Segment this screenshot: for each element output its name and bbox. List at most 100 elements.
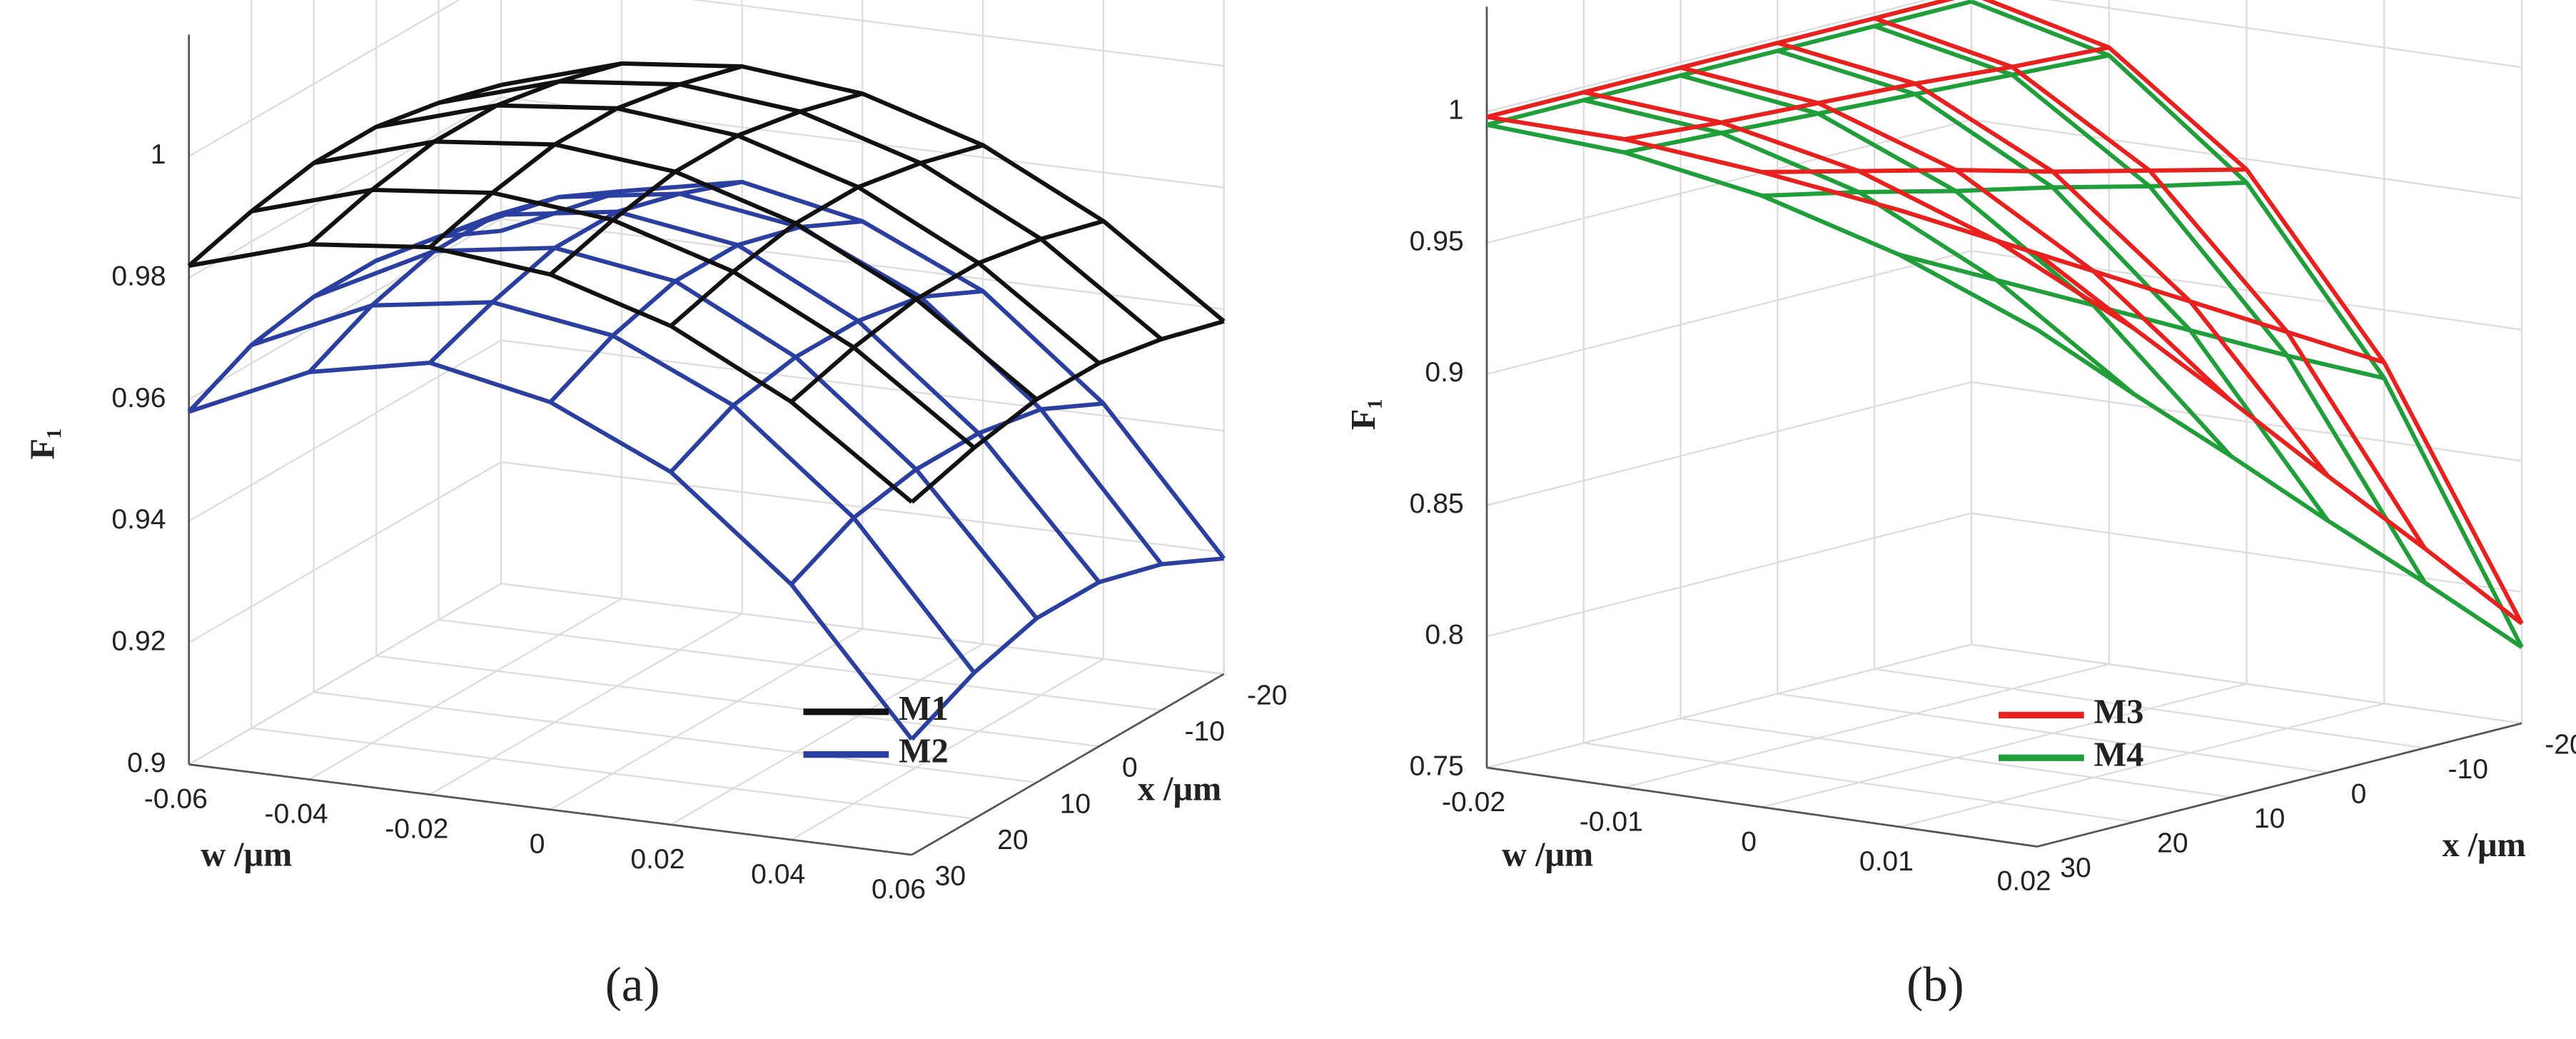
grid-line — [550, 628, 863, 810]
grid-line — [1777, 693, 2328, 774]
x-tick-label: 0.01 — [1859, 846, 1914, 877]
x-tick-label: 0.02 — [1997, 865, 2051, 896]
y-tick-label: -20 — [1247, 680, 1288, 711]
legend-label: M3 — [2094, 693, 2144, 731]
mesh-line — [1680, 73, 2233, 458]
x-tick-label: 0 — [1741, 826, 1757, 857]
z-tick-label: 0.9 — [127, 748, 166, 778]
mesh-line — [2036, 328, 2523, 649]
grid-line — [188, 461, 502, 644]
mesh-line — [669, 288, 984, 473]
grid-line — [670, 643, 984, 825]
z-tick-label: 0.75 — [1410, 751, 1464, 781]
caption: (a) — [605, 957, 660, 1012]
mesh-line — [1899, 208, 2385, 365]
mesh-line — [188, 361, 914, 741]
grid-line — [1680, 717, 2231, 798]
grid-line — [1583, 742, 2135, 823]
grid-line — [429, 613, 743, 795]
panel: 0.75 0.8 0.85 0.9 0.95 1 -0.02 -0.01 0 0.01 0.02 30… — [1345, 0, 2576, 1012]
y-tick-label: -10 — [2448, 754, 2488, 785]
mesh-line — [188, 242, 914, 504]
x-tick-label: -0.02 — [1442, 787, 1505, 818]
mesh-line — [187, 229, 502, 413]
mesh-line — [789, 401, 1104, 586]
z-tick-label: 1 — [1448, 95, 1464, 126]
mesh-line — [428, 64, 743, 249]
z-axis-label: F₁ — [1345, 398, 1383, 430]
axis-line — [911, 673, 1225, 856]
y-tick-label: 30 — [2060, 853, 2091, 883]
axis-line — [2036, 722, 2522, 848]
grid-line — [188, 583, 502, 766]
mesh-line — [438, 79, 1163, 341]
grid-line — [251, 727, 975, 820]
grid-line — [1624, 663, 2110, 788]
mesh-line — [910, 319, 1225, 504]
legend-label: M2 — [899, 733, 949, 771]
axis-line — [188, 763, 912, 856]
grid-line — [1486, 250, 1972, 375]
mesh-line — [669, 143, 984, 328]
grid-line — [375, 655, 1099, 748]
mesh-line — [1680, 65, 2233, 403]
mesh-line — [789, 219, 1104, 404]
y-tick-label: 20 — [997, 825, 1029, 855]
surface — [1486, 0, 2524, 626]
legend-label: M4 — [2094, 736, 2144, 773]
mesh-line — [1762, 167, 2247, 175]
surface — [187, 179, 1226, 741]
x-tick-label: -0.06 — [144, 783, 208, 814]
y-tick-label: 0 — [1122, 753, 1138, 783]
z-axis-label: F₁ — [24, 428, 62, 460]
z-tick-label: 0.98 — [111, 261, 166, 291]
mesh-line — [428, 179, 743, 365]
x-tick-label: 0.06 — [872, 874, 926, 905]
x-tick-label: -0.02 — [385, 814, 448, 845]
mesh-line — [549, 91, 864, 276]
mesh-line — [548, 219, 863, 404]
mesh-line — [2036, 251, 2523, 626]
grid-line — [791, 658, 1104, 840]
mesh-line — [1874, 16, 2427, 550]
z-tick-label: 0.85 — [1410, 488, 1464, 519]
mesh-line — [313, 139, 1039, 401]
z-tick-label: 0.92 — [111, 626, 166, 656]
mesh-line — [1624, 53, 2110, 155]
z-tick-label: 0.94 — [111, 504, 166, 535]
y-tick-label: 30 — [935, 861, 966, 892]
panel: 0.9 0.92 0.94 0.96 0.98 1 -0.06 -0.04 -0.02 0 0.02… — [24, 0, 1288, 1012]
x-axis-label: w /μm — [1502, 836, 1593, 874]
y-axis-label: x /μm — [2442, 826, 2525, 864]
mesh-line — [308, 189, 622, 374]
x-tick-label: 0.04 — [751, 859, 805, 890]
x-tick-label: -0.01 — [1580, 807, 1643, 838]
y-tick-label: 0 — [2351, 779, 2367, 810]
grid-line — [1971, 643, 2522, 725]
surface — [1486, 0, 2524, 649]
z-tick-label: 0.96 — [111, 383, 166, 413]
x-tick-label: -0.04 — [264, 799, 328, 830]
grid-line — [1486, 512, 1972, 638]
grid-line — [1486, 381, 1972, 506]
mesh-line — [1486, 0, 1972, 127]
y-tick-label: -10 — [1184, 716, 1225, 747]
mesh-line — [187, 83, 502, 268]
mesh-line — [308, 61, 622, 246]
mesh-line — [1624, 45, 2110, 141]
grid-line — [188, 96, 502, 279]
caption: (b) — [1906, 957, 1964, 1012]
x-axis-label: w /μm — [201, 836, 292, 874]
x-tick-label: 0.02 — [630, 844, 685, 875]
y-tick-label: 10 — [2254, 803, 2285, 834]
mesh-line — [910, 556, 1225, 741]
grid-line — [308, 598, 622, 780]
legend-label: M1 — [899, 690, 949, 728]
axis-line — [1486, 766, 2038, 848]
grid-line — [1762, 683, 2247, 808]
grid-line — [313, 691, 1037, 783]
